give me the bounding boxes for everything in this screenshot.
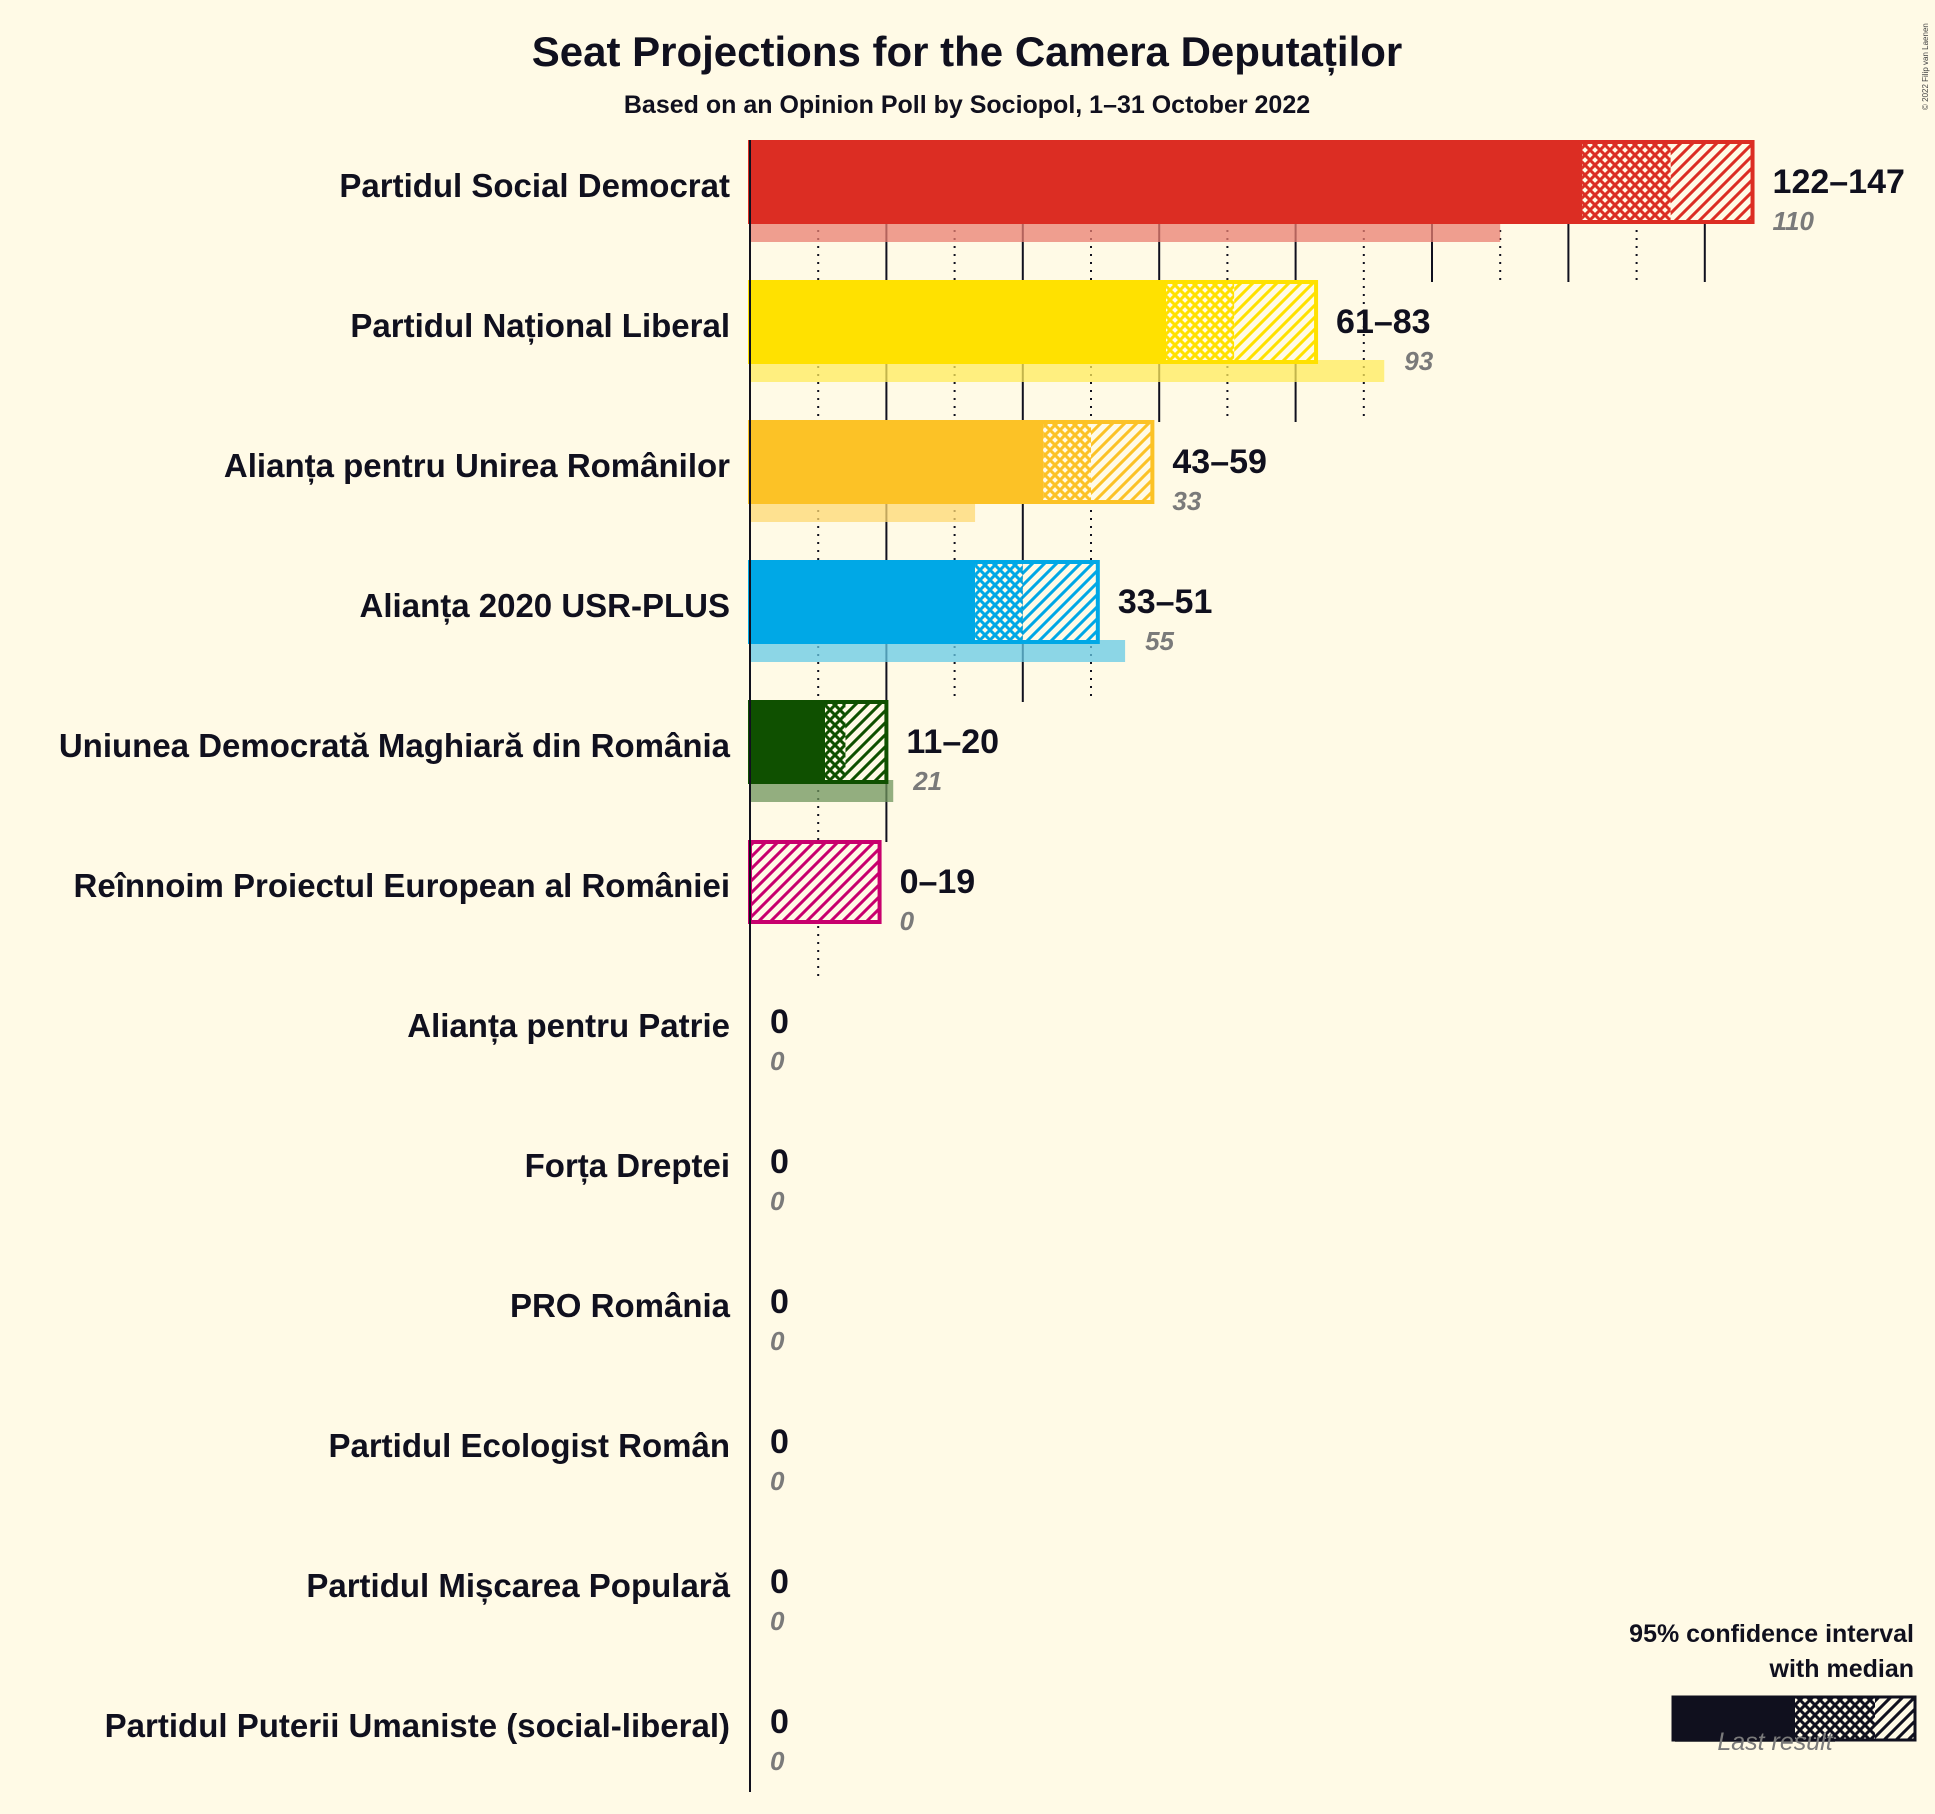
- range-label-alianta-pentru-patrie: 0: [770, 1003, 789, 1041]
- chart-subtitle: Based on an Opinion Poll by Sociopol, 1–…: [624, 91, 1310, 119]
- last-result-label-uniunea-democrata-maghiara-din-romania: 21: [912, 766, 942, 796]
- bar-crosshatch-alianta-pentru-unirea-romanilor: [1043, 422, 1091, 502]
- bar-hatch-partidul-national-liberal: [1234, 282, 1317, 362]
- legend-outline: [1671, 1695, 1917, 1742]
- range-label-alianta-2020-usr-plus: 33–51: [1118, 583, 1213, 621]
- range-label-uniunea-democrata-maghiara-din-romania: 11–20: [906, 723, 999, 761]
- last-result-label-partidul-social-democrat: 110: [1773, 206, 1815, 236]
- bar-hatch-uniunea-democrata-maghiara-din-romania: [845, 702, 887, 782]
- party-label-alianta-2020-usr-plus: Alianța 2020 USR-PLUS: [360, 587, 730, 625]
- last-result-bar-partidul-national-liberal: [750, 360, 1385, 382]
- bar-solid-alianta-2020-usr-plus: [750, 562, 976, 642]
- last-result-bar-alianta-pentru-unirea-romanilor: [750, 500, 976, 522]
- last-result-label-partidul-puterii-umaniste-social-liberal: 0: [770, 1746, 785, 1776]
- bars: [748, 140, 1755, 924]
- bar-crosshatch-partidul-social-democrat: [1582, 142, 1671, 222]
- party-label-partidul-national-liberal: Partidul Național Liberal: [350, 307, 730, 345]
- party-label-partidul-miscarea-populara: Partidul Mișcarea Populară: [306, 1567, 730, 1605]
- last-result-label-alianta-pentru-patrie: 0: [770, 1046, 785, 1076]
- copyright-text: © 2022 Filip van Laenen: [1921, 23, 1930, 110]
- legend-hatch-bar: [1875, 1697, 1915, 1740]
- bar-hatch-reinnoim-proiectul-european-al-romaniei: [750, 842, 880, 922]
- party-label-partidul-puterii-umaniste-social-liberal: Partidul Puterii Umaniste (social-libera…: [105, 1707, 730, 1744]
- party-label-partidul-ecologist-roman: Partidul Ecologist Român: [328, 1427, 730, 1464]
- range-label-partidul-social-democrat: 122–147: [1773, 163, 1905, 201]
- party-label-reinnoim-proiectul-european-al-romaniei: Reînnoim Proiectul European al României: [74, 867, 730, 904]
- legend-ci-line2: with median: [1769, 1655, 1914, 1683]
- bar-hatch-alianta-pentru-unirea-romanilor: [1091, 422, 1153, 502]
- last-result-label-partidul-ecologist-roman: 0: [770, 1466, 785, 1496]
- bar-solid-partidul-social-democrat: [750, 142, 1583, 222]
- bar-solid-uniunea-democrata-maghiara-din-romania: [750, 702, 826, 782]
- legend-crosshatch-bar: [1795, 1697, 1875, 1740]
- legend-last-result-label: Last result: [1717, 1728, 1833, 1756]
- legend-solid-bar: [1673, 1697, 1795, 1740]
- party-label-forta-dreptei: Forța Dreptei: [525, 1147, 730, 1185]
- range-label-alianta-pentru-unirea-romanilor: 43–59: [1172, 443, 1267, 481]
- legend-ci-line1: 95% confidence interval: [1629, 1620, 1914, 1648]
- last-result-label-alianta-2020-usr-plus: 55: [1145, 626, 1174, 656]
- party-label-partidul-social-democrat: Partidul Social Democrat: [339, 167, 730, 204]
- last-result-bar-partidul-social-democrat: [750, 220, 1501, 242]
- party-label-alianta-pentru-patrie: Alianța pentru Patrie: [407, 1007, 730, 1045]
- bar-hatch-partidul-social-democrat: [1670, 142, 1753, 222]
- legend: 95% confidence interval with median Last…: [1629, 1620, 1917, 1756]
- range-label-forta-dreptei: 0: [770, 1143, 789, 1181]
- last-result-label-pro-romania: 0: [770, 1326, 785, 1356]
- labels: Partidul Social Democrat 122–147 110 Partid…: [59, 163, 1905, 1776]
- last-result-bar-alianta-2020-usr-plus: [750, 640, 1126, 662]
- party-label-pro-romania: PRO România: [510, 1287, 731, 1324]
- bar-solid-alianta-pentru-unirea-romanilor: [750, 422, 1044, 502]
- bar-hatch-alianta-2020-usr-plus: [1022, 562, 1098, 642]
- bar-solid-partidul-national-liberal: [750, 282, 1167, 362]
- range-label-pro-romania: 0: [770, 1283, 789, 1321]
- bar-crosshatch-partidul-national-liberal: [1166, 282, 1235, 362]
- range-label-partidul-puterii-umaniste-social-liberal: 0: [770, 1703, 789, 1741]
- last-result-label-alianta-pentru-unirea-romanilor: 33: [1172, 486, 1201, 516]
- chart-title: Seat Projections for the Camera Deputați…: [532, 28, 1403, 76]
- range-label-partidul-miscarea-populara: 0: [770, 1563, 789, 1601]
- last-result-label-partidul-national-liberal: 93: [1404, 346, 1433, 376]
- party-label-uniunea-democrata-maghiara-din-romania: Uniunea Democrată Maghiară din România: [59, 727, 731, 764]
- party-label-alianta-pentru-unirea-romanilor: Alianța pentru Unirea Românilor: [224, 447, 730, 485]
- last-result-label-partidul-miscarea-populara: 0: [770, 1606, 785, 1636]
- last-result-label-reinnoim-proiectul-european-al-romaniei: 0: [900, 906, 915, 936]
- range-label-partidul-national-liberal: 61–83: [1336, 303, 1431, 341]
- range-label-reinnoim-proiectul-european-al-romaniei: 0–19: [900, 863, 976, 901]
- bar-crosshatch-alianta-2020-usr-plus: [975, 562, 1023, 642]
- range-label-partidul-ecologist-roman: 0: [770, 1423, 789, 1461]
- last-result-label-forta-dreptei: 0: [770, 1186, 785, 1216]
- last-result-bar-uniunea-democrata-maghiara-din-romania: [750, 780, 894, 802]
- bar-crosshatch-uniunea-democrata-maghiara-din-romania: [825, 702, 846, 782]
